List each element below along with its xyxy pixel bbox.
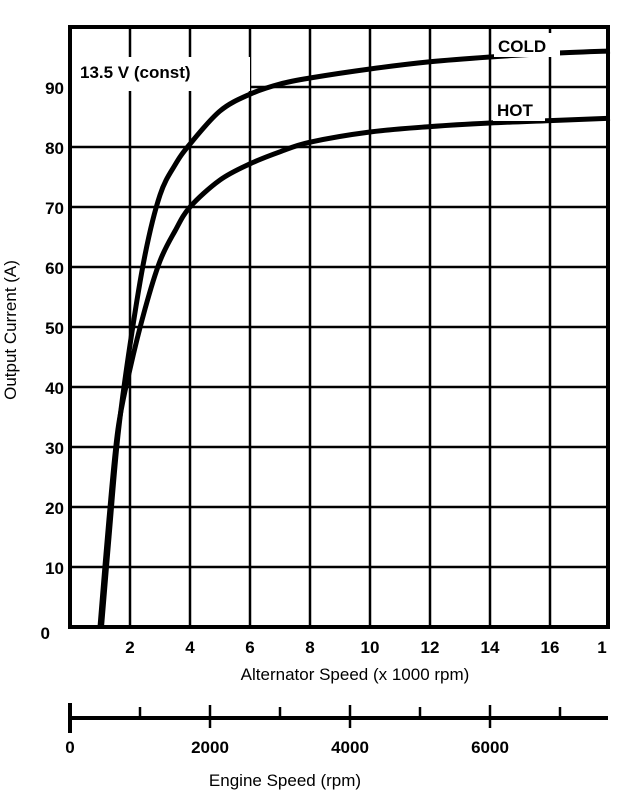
x-tick-label: 10: [361, 638, 380, 657]
x-tick-label: 12: [421, 638, 440, 657]
plot-frame: [68, 25, 610, 629]
y-tick-label: 60: [45, 259, 64, 278]
engine-tick-label: 0: [65, 738, 74, 757]
annotation-label: 13.5 V (const): [80, 63, 191, 82]
engine-axis-label: Engine Speed (rpm): [209, 771, 361, 790]
legend-cold: COLD: [498, 37, 546, 56]
x-tick-label: 16: [541, 638, 560, 657]
series-hot-line: [97, 115, 611, 628]
annotation-box: [72, 57, 250, 91]
x-tick-label: 8: [305, 638, 314, 657]
y-tick-label: 30: [45, 439, 64, 458]
x-tick-label: 14: [481, 638, 500, 657]
engine-tick-label: 6000: [471, 738, 509, 757]
y-tick-label: 50: [45, 319, 64, 338]
y-tick-label: 40: [45, 379, 64, 398]
series-cold-line: [99, 48, 611, 628]
x-tick-label: 2: [125, 638, 134, 657]
engine-tick-label: 2000: [191, 738, 229, 757]
y-tick-label: 90: [45, 79, 64, 98]
y-tick-label: 70: [45, 199, 64, 218]
y-tick-labels: 0 10 20 30 40 50 60 70 80 90: [41, 79, 64, 643]
y-tick-label: 10: [45, 559, 64, 578]
x-tick-labels: 2 4 6 8 10 12 14 16 1: [125, 638, 606, 657]
curves: [97, 48, 611, 628]
x-axis-label: Alternator Speed (x 1000 rpm): [241, 665, 470, 684]
engine-tick-label: 4000: [331, 738, 369, 757]
x-tick-label: 1: [597, 638, 606, 657]
y-axis-label: Output Current (A): [1, 260, 20, 400]
legend-hot-bg: [493, 97, 545, 121]
x-tick-label: 6: [245, 638, 254, 657]
legend-hot: HOT: [497, 101, 534, 120]
y-tick-label: 20: [45, 499, 64, 518]
y-tick-label: 0: [41, 624, 50, 643]
legend-cold-bg: [494, 33, 560, 57]
engine-speed-axis: 0 2000 4000 6000: [65, 703, 608, 757]
y-tick-label: 80: [45, 139, 64, 158]
x-tick-label: 4: [185, 638, 195, 657]
